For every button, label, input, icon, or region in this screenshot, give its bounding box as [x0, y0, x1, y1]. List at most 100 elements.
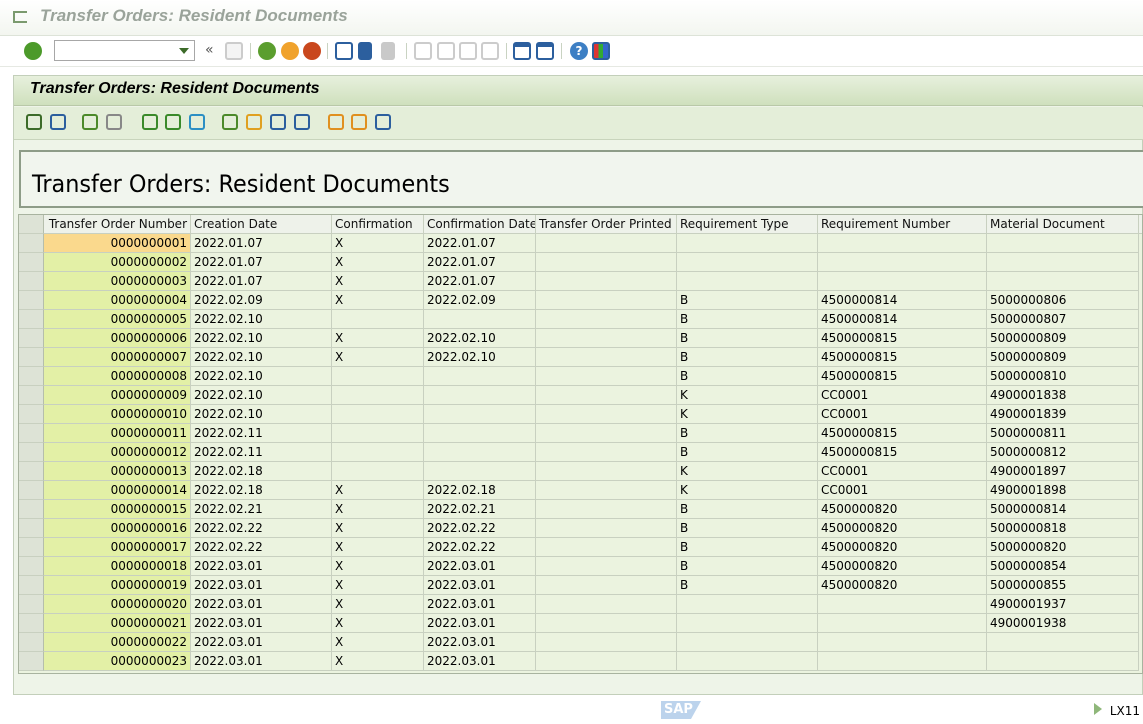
table-cell[interactable]: [424, 405, 536, 424]
table-cell[interactable]: 5000000811: [987, 424, 1139, 443]
table-cell[interactable]: 5000000818: [987, 519, 1139, 538]
change-layout-icon[interactable]: [328, 114, 344, 130]
help-icon[interactable]: ?: [570, 42, 588, 60]
table-row[interactable]: 0000000021 2022.03.01 X 2022.03.01 490000193…: [19, 614, 1142, 633]
table-cell[interactable]: B: [677, 538, 818, 557]
table-cell[interactable]: 2022.02.11: [191, 424, 332, 443]
row-selector[interactable]: [19, 367, 44, 386]
last-page-icon[interactable]: [481, 42, 499, 60]
table-cell[interactable]: 0000000016: [44, 519, 191, 538]
cancel-icon[interactable]: [303, 42, 321, 60]
table-cell[interactable]: X: [332, 538, 424, 557]
refresh-icon[interactable]: [50, 114, 66, 130]
table-cell[interactable]: B: [677, 348, 818, 367]
table-row[interactable]: 0000000020 2022.03.01 X 2022.03.01 490000193…: [19, 595, 1142, 614]
row-selector[interactable]: [19, 576, 44, 595]
table-cell[interactable]: 0000000010: [44, 405, 191, 424]
row-selector[interactable]: [19, 500, 44, 519]
table-row[interactable]: 0000000004 2022.02.09 X 2022.02.09 B 45000008…: [19, 291, 1142, 310]
table-cell[interactable]: 2022.02.10: [191, 310, 332, 329]
table-cell[interactable]: [536, 253, 677, 272]
table-cell[interactable]: 2022.01.07: [191, 234, 332, 253]
table-cell[interactable]: [536, 462, 677, 481]
table-row[interactable]: 0000000006 2022.02.10 X 2022.02.10 B 45000008…: [19, 329, 1142, 348]
table-cell[interactable]: [332, 367, 424, 386]
table-cell[interactable]: [332, 424, 424, 443]
table-cell[interactable]: 0000000009: [44, 386, 191, 405]
sort-descending-icon[interactable]: [165, 114, 181, 130]
table-cell[interactable]: [536, 329, 677, 348]
column-header[interactable]: Requirement Number: [818, 215, 987, 234]
table-cell[interactable]: 0000000012: [44, 443, 191, 462]
table-cell[interactable]: 4900001839: [987, 405, 1139, 424]
table-cell[interactable]: 0000000022: [44, 633, 191, 652]
table-cell[interactable]: X: [332, 633, 424, 652]
back-icon[interactable]: [258, 42, 276, 60]
table-cell[interactable]: [332, 405, 424, 424]
table-cell[interactable]: K: [677, 481, 818, 500]
table-row[interactable]: 0000000008 2022.02.10 B 4500000815 500000081…: [19, 367, 1142, 386]
table-row[interactable]: 0000000002 2022.01.07 X 2022.01.07: [19, 253, 1142, 272]
table-cell[interactable]: 2022.02.22: [191, 519, 332, 538]
row-selector[interactable]: [19, 310, 44, 329]
table-cell[interactable]: [987, 272, 1139, 291]
table-cell[interactable]: B: [677, 367, 818, 386]
print-icon[interactable]: [335, 42, 353, 60]
row-selector[interactable]: [19, 443, 44, 462]
table-cell[interactable]: [332, 386, 424, 405]
table-cell[interactable]: X: [332, 595, 424, 614]
table-cell[interactable]: 2022.02.10: [191, 386, 332, 405]
table-cell[interactable]: 0000000013: [44, 462, 191, 481]
customize-layout-icon[interactable]: [592, 42, 610, 60]
table-cell[interactable]: [424, 386, 536, 405]
table-cell[interactable]: 2022.02.18: [191, 481, 332, 500]
row-selector[interactable]: [19, 633, 44, 652]
table-cell[interactable]: 4900001938: [987, 614, 1139, 633]
table-cell[interactable]: [677, 633, 818, 652]
column-header[interactable]: Creation Date: [191, 215, 332, 234]
shortcut-icon[interactable]: [536, 42, 554, 60]
table-cell[interactable]: 4500000815: [818, 348, 987, 367]
table-cell[interactable]: [536, 234, 677, 253]
table-cell[interactable]: 2022.03.01: [424, 614, 536, 633]
chevron-down-icon[interactable]: [179, 48, 189, 54]
table-cell[interactable]: 2022.03.01: [424, 652, 536, 671]
table-cell[interactable]: [536, 310, 677, 329]
table-cell[interactable]: 4500000815: [818, 443, 987, 462]
table-cell[interactable]: 4500000814: [818, 291, 987, 310]
table-cell[interactable]: X: [332, 557, 424, 576]
table-cell[interactable]: 0000000004: [44, 291, 191, 310]
row-selector[interactable]: [19, 329, 44, 348]
table-cell[interactable]: 2022.01.07: [424, 253, 536, 272]
table-cell[interactable]: X: [332, 234, 424, 253]
table-cell[interactable]: 4900001838: [987, 386, 1139, 405]
select-layout-icon[interactable]: [351, 114, 367, 130]
table-cell[interactable]: 2022.02.09: [424, 291, 536, 310]
table-cell[interactable]: X: [332, 576, 424, 595]
table-cell[interactable]: [677, 253, 818, 272]
word-processing-icon[interactable]: [246, 114, 262, 130]
table-row[interactable]: 0000000015 2022.02.21 X 2022.02.21 B 45000008…: [19, 500, 1142, 519]
new-session-icon[interactable]: [513, 42, 531, 60]
table-cell[interactable]: 2022.01.07: [424, 272, 536, 291]
table-row[interactable]: 0000000016 2022.02.22 X 2022.02.22 B 45000008…: [19, 519, 1142, 538]
table-cell[interactable]: [424, 424, 536, 443]
table-cell[interactable]: 2022.03.01: [191, 595, 332, 614]
table-cell[interactable]: [536, 633, 677, 652]
table-row[interactable]: 0000000023 2022.03.01 X 2022.03.01: [19, 652, 1142, 671]
row-selector[interactable]: [19, 462, 44, 481]
table-cell[interactable]: X: [332, 500, 424, 519]
table-cell[interactable]: 0000000015: [44, 500, 191, 519]
table-cell[interactable]: X: [332, 652, 424, 671]
row-selector[interactable]: [19, 481, 44, 500]
table-cell[interactable]: 0000000008: [44, 367, 191, 386]
table-cell[interactable]: 2022.02.10: [191, 367, 332, 386]
row-selector[interactable]: [19, 424, 44, 443]
table-cell[interactable]: 2022.01.07: [191, 253, 332, 272]
table-cell[interactable]: 0000000003: [44, 272, 191, 291]
table-cell[interactable]: 4900001898: [987, 481, 1139, 500]
sort-ascending-icon[interactable]: [142, 114, 158, 130]
table-cell[interactable]: [424, 367, 536, 386]
table-cell[interactable]: [536, 557, 677, 576]
column-header[interactable]: Requirement Type: [677, 215, 818, 234]
